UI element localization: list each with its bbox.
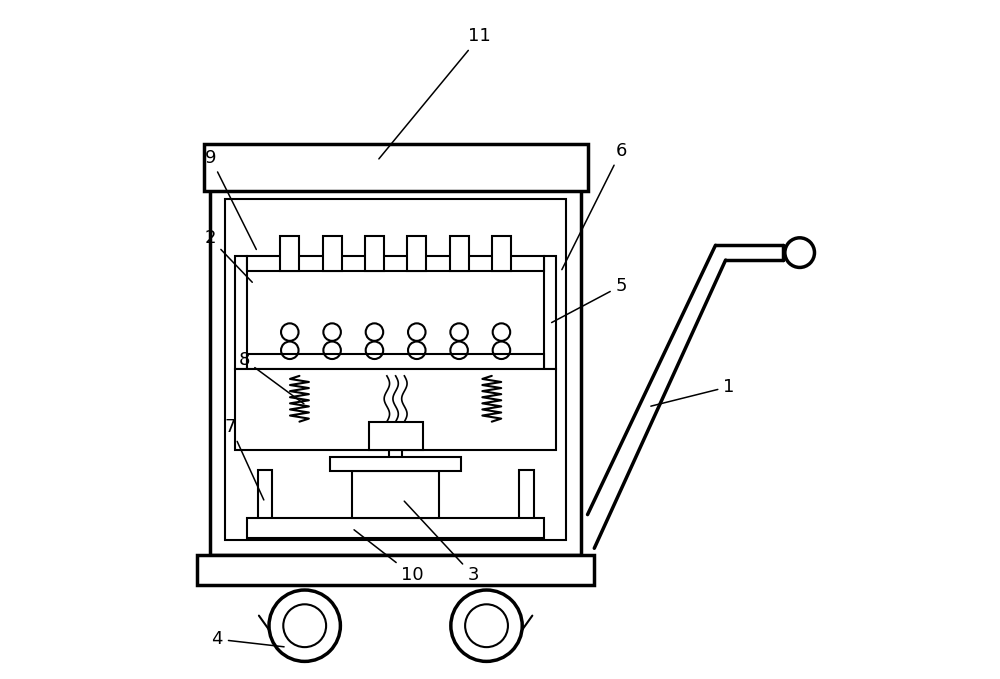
Text: 9: 9 <box>205 149 256 249</box>
Text: 3: 3 <box>404 501 479 584</box>
Text: 4: 4 <box>211 630 284 648</box>
Text: 8: 8 <box>238 350 304 404</box>
Bar <box>258 470 272 535</box>
Bar <box>249 520 280 535</box>
Bar <box>204 144 588 191</box>
Bar <box>365 236 384 271</box>
Bar <box>210 151 581 555</box>
Circle shape <box>465 604 508 647</box>
Bar <box>197 555 594 585</box>
Text: 7: 7 <box>225 418 264 500</box>
Bar <box>323 236 342 271</box>
Text: 1: 1 <box>651 378 735 406</box>
Text: 2: 2 <box>205 230 252 282</box>
Bar <box>235 256 247 369</box>
Bar <box>330 458 461 471</box>
Bar <box>544 256 556 369</box>
Bar <box>369 422 423 450</box>
Bar <box>511 520 542 535</box>
Bar <box>225 200 566 540</box>
Text: 6: 6 <box>562 142 627 270</box>
Text: 5: 5 <box>552 276 627 323</box>
Bar <box>352 471 439 518</box>
Circle shape <box>269 590 340 661</box>
Bar <box>247 256 544 271</box>
Circle shape <box>785 238 814 268</box>
Bar <box>492 236 511 271</box>
Text: 10: 10 <box>354 530 424 584</box>
Bar <box>247 354 544 369</box>
Circle shape <box>283 604 326 647</box>
Circle shape <box>451 590 522 661</box>
Bar <box>235 369 556 450</box>
Bar <box>450 236 469 271</box>
Bar <box>247 518 544 538</box>
Text: 11: 11 <box>379 27 491 159</box>
Bar <box>407 236 426 271</box>
Bar <box>519 470 534 535</box>
Bar <box>280 236 299 271</box>
